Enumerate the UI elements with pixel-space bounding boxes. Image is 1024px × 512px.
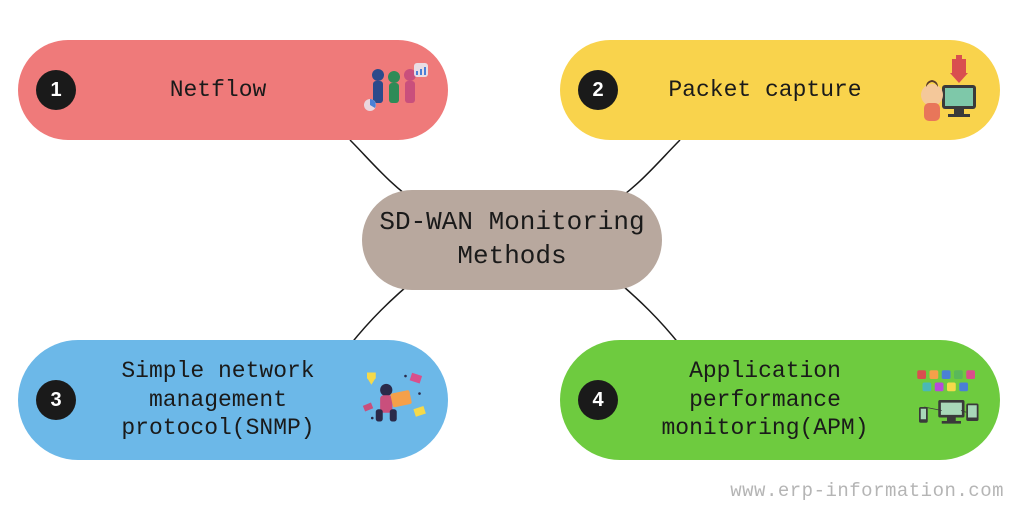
node-1: 1 Netflow (18, 40, 448, 140)
label-4: Application performance monitoring(APM) (618, 357, 912, 443)
badge-2: 2 (578, 70, 618, 110)
badge-3: 3 (36, 380, 76, 420)
devices-apps-icon (912, 365, 982, 435)
center-label: SD-WAN Monitoring Methods (362, 206, 662, 274)
download-computer-icon (912, 55, 982, 125)
watermark: www.erp-information.com (730, 480, 1004, 502)
badge-4: 4 (578, 380, 618, 420)
center-node: SD-WAN Monitoring Methods (362, 190, 662, 290)
label-1: Netflow (76, 76, 360, 105)
people-charts-icon (360, 55, 430, 125)
label-3: Simple network management protocol(SNMP) (76, 357, 360, 443)
label-2: Packet capture (618, 76, 912, 105)
badge-1: 1 (36, 70, 76, 110)
node-3: 3 Simple network management protocol(SNM… (18, 340, 448, 460)
node-2: 2 Packet capture (560, 40, 1000, 140)
flying-mail-icon (360, 365, 430, 435)
node-4: 4 Application performance monitoring(APM… (560, 340, 1000, 460)
